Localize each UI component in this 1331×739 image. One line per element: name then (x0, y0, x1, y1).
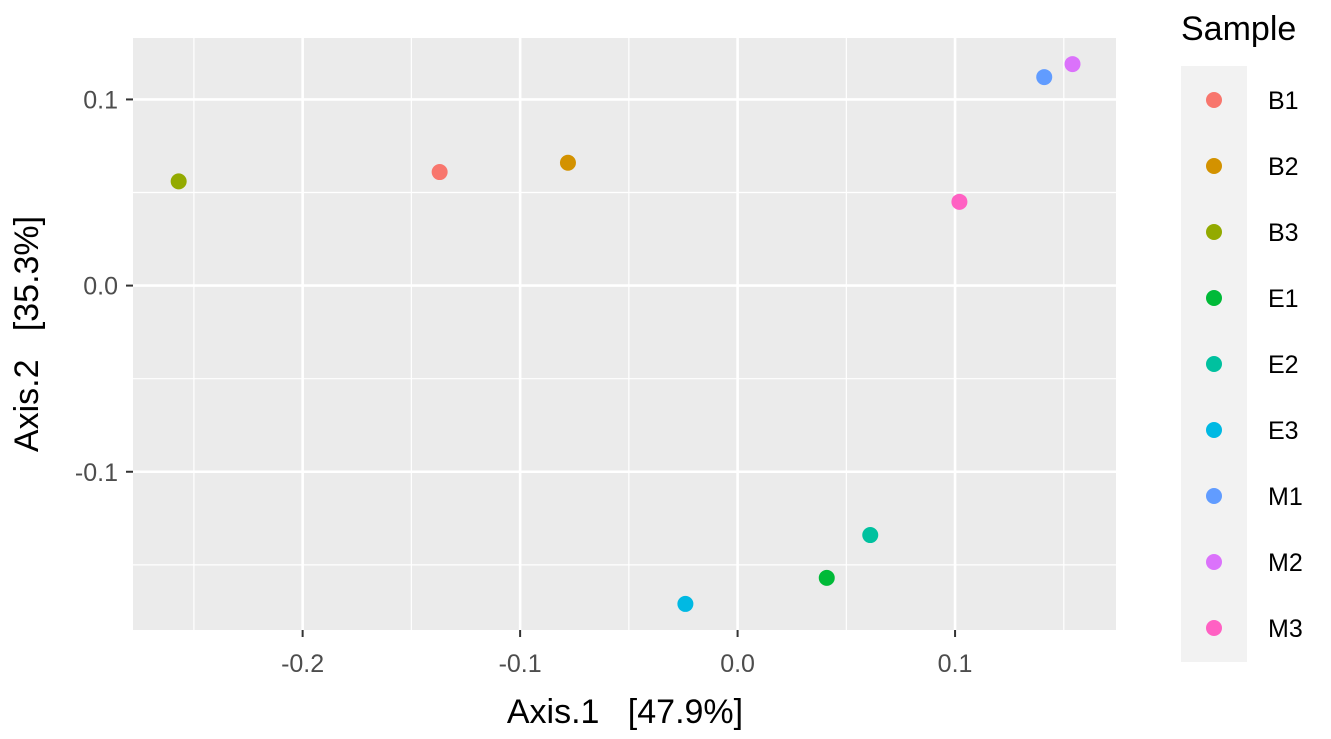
data-point-m3 (951, 193, 968, 210)
legend-key-e2 (1206, 356, 1222, 372)
legend-label-e2: E2 (1268, 351, 1299, 379)
data-point-b2 (559, 154, 576, 171)
legend-label-e1: E1 (1268, 285, 1299, 313)
legend-label-m1: M1 (1268, 483, 1303, 511)
legend-key-b1 (1206, 92, 1222, 108)
y-tick-label: 0.0 (83, 273, 118, 301)
y-axis-title: Axis.2 [35.3%] (8, 216, 46, 452)
y-tick-label: 0.1 (83, 86, 118, 114)
major-gridlines (133, 38, 1116, 630)
legend-label-b2: B2 (1268, 153, 1299, 181)
legend: Sample B1 B2 B3 E1 E2 E3 M1 M2 M3 (1181, 10, 1303, 662)
data-point-b1 (431, 164, 448, 181)
x-tick-label: 0.0 (720, 650, 755, 678)
data-point-m2 (1064, 56, 1081, 73)
legend-label-b1: B1 (1268, 87, 1299, 115)
x-tick-label: -0.1 (499, 650, 542, 678)
legend-label-m3: M3 (1268, 615, 1303, 643)
legend-title: Sample (1181, 10, 1296, 48)
y-tick-labels: -0.1 0.0 0.1 (75, 86, 118, 486)
plot-panel (133, 38, 1116, 630)
legend-key-m1 (1206, 488, 1222, 504)
x-tick-label: -0.2 (281, 650, 324, 678)
legend-key-e3 (1206, 422, 1222, 438)
legend-items: B1 B2 B3 E1 E2 E3 M1 M2 M3 (1206, 87, 1303, 643)
data-point-b3 (170, 173, 187, 190)
data-point-m1 (1036, 69, 1053, 86)
data-point-e3 (677, 595, 694, 612)
data-points (170, 56, 1081, 612)
axis-ticks (126, 98, 957, 637)
y-tick-label: -0.1 (75, 459, 118, 487)
legend-label-b3: B3 (1268, 219, 1299, 247)
legend-label-e3: E3 (1268, 417, 1299, 445)
legend-key-m2 (1206, 554, 1222, 570)
legend-label-m2: M2 (1268, 549, 1303, 577)
legend-key-m3 (1206, 620, 1222, 636)
data-point-e1 (818, 569, 835, 586)
x-axis-title: Axis.1 [47.9%] (507, 693, 743, 731)
legend-key-b2 (1206, 158, 1222, 174)
legend-key-e1 (1206, 290, 1222, 306)
x-tick-labels: -0.2 -0.1 0.0 0.1 (281, 650, 972, 678)
data-point-e2 (862, 527, 879, 544)
x-tick-label: 0.1 (938, 650, 973, 678)
minor-gridlines (133, 38, 1116, 630)
legend-key-b3 (1206, 224, 1222, 240)
